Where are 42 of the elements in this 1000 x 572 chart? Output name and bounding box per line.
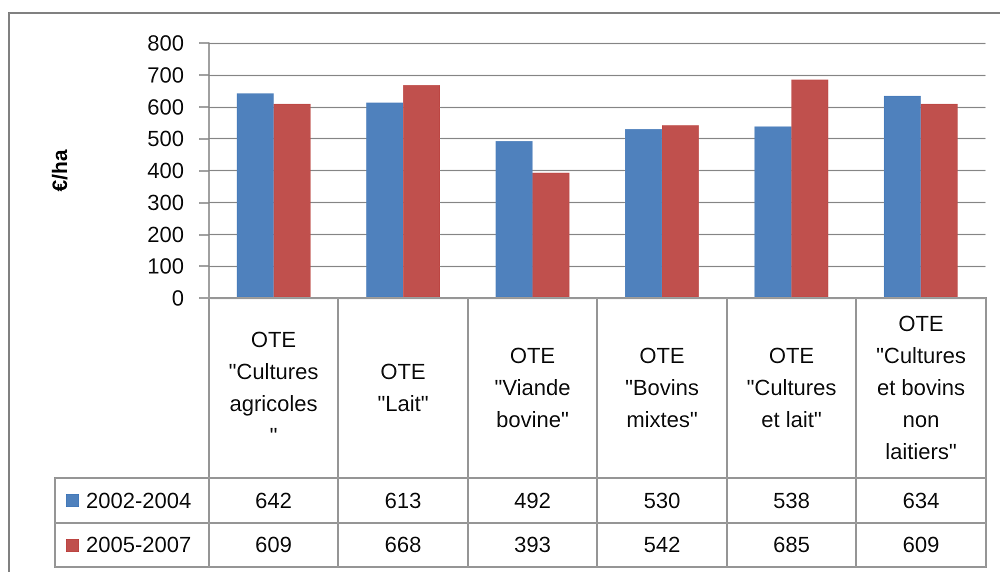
- y-tick-label: 700: [147, 62, 184, 88]
- data-label: 530: [596, 477, 728, 524]
- x-tick-label: OTE "Cultures agricoles": [228, 326, 320, 450]
- y-tick-label: 400: [147, 158, 184, 183]
- bar: [920, 104, 958, 298]
- bar: [236, 93, 274, 298]
- bar: [625, 129, 662, 298]
- y-tick-label: 0: [172, 286, 184, 310]
- bar: [496, 141, 533, 298]
- bar: [403, 85, 440, 298]
- data-label: 634: [855, 477, 987, 524]
- data-label: 668: [337, 522, 469, 568]
- data-label: 542: [596, 522, 728, 568]
- y-axis-title: €/ha: [49, 149, 72, 192]
- bar: [532, 172, 570, 298]
- bar: [884, 96, 921, 298]
- legend-label: 2002-2004: [86, 488, 192, 514]
- x-tick-label: OTE "Cultures et bovins non laitiers": [875, 310, 967, 466]
- y-tick-label: 300: [147, 190, 184, 215]
- y-tick-label: 600: [147, 94, 184, 120]
- data-label: 538: [726, 477, 857, 524]
- legend-label: 2005-2007: [86, 532, 192, 558]
- data-label: 492: [467, 477, 598, 524]
- bar: [754, 126, 792, 298]
- x-tick-label: OTE "Viande bovine": [494, 342, 572, 434]
- x-tick-label: OTE "Cultures et lait": [746, 342, 838, 434]
- data-label: 613: [337, 477, 469, 524]
- bar: [791, 80, 828, 298]
- bar: [662, 125, 699, 298]
- data-label: 393: [467, 522, 598, 568]
- y-tick-label: 500: [147, 126, 184, 152]
- x-tick-label: OTE "Lait": [376, 358, 430, 418]
- y-tick-label: 800: [147, 30, 184, 56]
- data-label: 609: [855, 522, 987, 568]
- x-tick-label: OTE "Bovins mixtes": [624, 342, 700, 434]
- data-label: 609: [208, 522, 339, 568]
- y-tick-label: 200: [147, 222, 184, 247]
- data-label: 685: [726, 522, 857, 568]
- y-tick-label: 100: [147, 254, 184, 279]
- bar: [366, 102, 404, 298]
- data-label: 642: [208, 477, 339, 524]
- bar: [274, 104, 311, 298]
